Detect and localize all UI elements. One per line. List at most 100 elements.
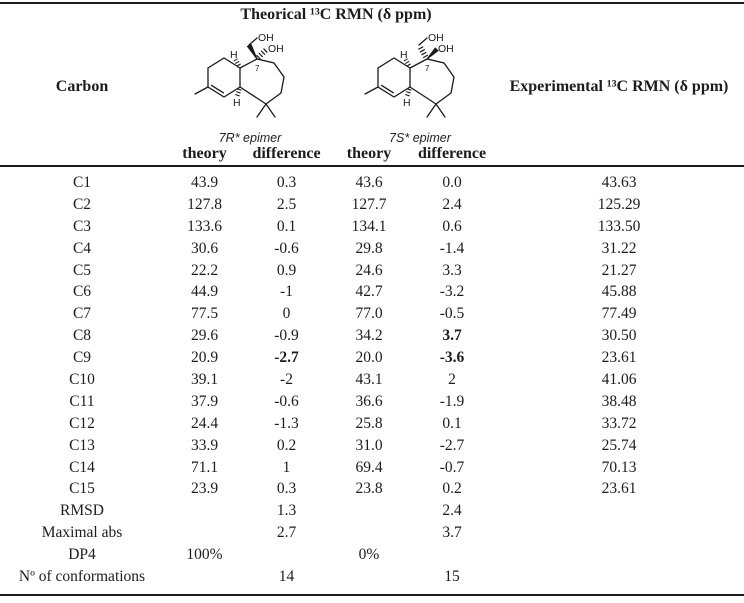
row-label: C7 bbox=[72, 305, 92, 323]
h-top-label: H bbox=[400, 49, 408, 61]
c7-number-label: 7 bbox=[255, 64, 260, 73]
cell-theory-7s: 134.1 bbox=[351, 217, 387, 235]
table-row: C7 77.5 0 77.0 -0.5 77.49 bbox=[0, 303, 744, 325]
cell-experimental: 125.29 bbox=[597, 195, 641, 213]
structure-caption-7s: 7S* epimer bbox=[389, 131, 451, 145]
cell-difference-7s bbox=[410, 544, 494, 566]
row-label: C5 bbox=[72, 261, 92, 279]
row-label: DP4 bbox=[68, 546, 96, 564]
cell-experimental: 31.22 bbox=[601, 239, 637, 257]
cell-difference-7s: -1.4 bbox=[439, 239, 465, 257]
row-label: Maximal abs bbox=[41, 524, 123, 542]
cell-theory-7r: 100% bbox=[186, 546, 223, 564]
subheader-theory-7r: theory bbox=[182, 145, 227, 162]
hashed-wedge-bond-oh bbox=[256, 47, 269, 60]
cell-theory-7s: 23.8 bbox=[355, 480, 383, 498]
header-divider-rule bbox=[0, 165, 744, 167]
oh-top-label: OH bbox=[258, 32, 274, 44]
cell-difference-7r: 14 bbox=[278, 568, 295, 586]
cell-difference-7s: 2 bbox=[448, 371, 456, 389]
cell-difference-7r: -2.7 bbox=[274, 349, 299, 367]
table-row: Nº of conformations 14 15 bbox=[0, 566, 744, 588]
cell-experimental: 23.61 bbox=[601, 480, 637, 498]
carbon-column-header: Carbon bbox=[55, 78, 109, 95]
experimental-column-header: Experimental ¹³C RMN (δ ppm) bbox=[509, 78, 729, 95]
cell-theory-7r: 20.9 bbox=[190, 349, 219, 367]
cell-theory-7s: 77.0 bbox=[355, 305, 383, 323]
cell-difference-7s: 15 bbox=[444, 568, 460, 586]
table-body: C1 43.9 0.3 43.6 0.0 43.63 C2 127.8 2.5 127.7 2.4 1… bbox=[0, 172, 744, 588]
cell-theory-7r: 127.8 bbox=[187, 195, 222, 213]
subheader-row: theory difference theory difference bbox=[0, 145, 744, 163]
table-row: C11 37.9 -0.6 36.6 -1.9 38.48 bbox=[0, 391, 744, 413]
row-label: C4 bbox=[72, 239, 92, 257]
cell-difference-7s: 2.4 bbox=[442, 502, 462, 520]
cell-theory-7r: 29.6 bbox=[190, 327, 219, 345]
table-row: Maximal abs 2.7 3.7 bbox=[0, 522, 744, 544]
h-bottom-label: H bbox=[233, 97, 241, 109]
cell-theory-7r: 77.5 bbox=[190, 305, 219, 323]
table-row: C10 39.1 -2 43.1 2 41.06 bbox=[0, 369, 744, 391]
cell-difference-7r: -0.6 bbox=[274, 239, 299, 257]
table-top-rule bbox=[0, 2, 744, 4]
structure-caption-7r: 7R* epimer bbox=[218, 131, 282, 145]
table-row: C3 133.6 0.1 134.1 0.6 133.50 bbox=[0, 216, 744, 238]
cell-experimental: 45.88 bbox=[601, 283, 637, 301]
cell-difference-7r: 0.2 bbox=[276, 436, 297, 454]
cell-theory-7s: 29.8 bbox=[355, 239, 383, 257]
cell-experimental bbox=[494, 522, 744, 544]
row-label: C14 bbox=[69, 458, 95, 476]
cell-experimental: 23.61 bbox=[601, 349, 637, 367]
table-row: C6 44.9 -1 42.7 -3.2 45.88 bbox=[0, 281, 744, 303]
hashed-wedge-bond-h-bottom bbox=[404, 88, 412, 98]
cell-difference-7r: -1.3 bbox=[274, 414, 299, 432]
cell-theory-7r: 30.6 bbox=[190, 239, 219, 257]
table-row: C12 24.4 -1.3 25.8 0.1 33.72 bbox=[0, 413, 744, 435]
cell-theory-7s: 127.7 bbox=[351, 195, 387, 213]
molecule-drawing-7s: OH OH H H 7 bbox=[364, 32, 455, 118]
table-row: DP4 100% 0% bbox=[0, 544, 744, 566]
cell-experimental: 43.63 bbox=[601, 174, 637, 191]
ch2-oh-bond bbox=[248, 37, 258, 46]
gem-methyl-bond bbox=[256, 103, 267, 118]
cell-theory-7s: 20.0 bbox=[355, 349, 383, 367]
hashed-wedge-bond-h-bottom bbox=[234, 88, 242, 98]
cell-experimental: 41.06 bbox=[601, 371, 637, 389]
c7-number-label: 7 bbox=[425, 64, 430, 73]
cell-experimental: 21.27 bbox=[601, 261, 637, 279]
row-label: C10 bbox=[69, 371, 95, 389]
subheader-difference-7r: difference bbox=[252, 145, 321, 162]
cell-difference-7s: -3.6 bbox=[439, 349, 465, 367]
bold-wedge-bond-ch2oh bbox=[246, 43, 258, 60]
cell-experimental: 38.48 bbox=[601, 392, 637, 410]
cell-theory-7r bbox=[164, 500, 245, 522]
h-bottom-label: H bbox=[403, 97, 411, 109]
cell-experimental: 25.74 bbox=[601, 436, 637, 454]
cell-experimental bbox=[494, 566, 744, 588]
cell-experimental: 33.72 bbox=[601, 414, 637, 432]
cell-difference-7s: 0.0 bbox=[442, 174, 462, 191]
table-title: Theorical ¹³C RMN (δ ppm) bbox=[240, 6, 432, 23]
table-row: C9 20.9 -2.7 20.0 -3.6 23.61 bbox=[0, 347, 744, 369]
methyl-bond bbox=[194, 86, 209, 95]
hashed-wedge-bond-h-top bbox=[233, 58, 241, 67]
row-label: C15 bbox=[69, 480, 95, 498]
cell-theory-7r: 133.6 bbox=[187, 217, 222, 235]
cell-difference-7r: 1 bbox=[282, 458, 291, 476]
cyclohexene-ring bbox=[207, 57, 241, 98]
cell-experimental bbox=[494, 500, 744, 522]
cell-difference-7r: -2 bbox=[280, 371, 293, 389]
subheader-spacer bbox=[0, 145, 164, 163]
cell-difference-7r: -0.6 bbox=[274, 392, 299, 410]
cell-theory-7r: 71.1 bbox=[190, 458, 219, 476]
row-label: C6 bbox=[72, 283, 92, 301]
cell-difference-7r: 1.3 bbox=[276, 502, 297, 520]
row-label: C12 bbox=[69, 414, 95, 432]
double-bond bbox=[380, 84, 395, 94]
hashed-wedge-bond-h-top bbox=[403, 58, 411, 67]
cell-difference-7r: 0.9 bbox=[276, 261, 297, 279]
cell-theory-7r: 39.1 bbox=[190, 371, 219, 389]
table-bottom-rule bbox=[0, 594, 744, 597]
gem-methyl-bond bbox=[435, 103, 446, 118]
